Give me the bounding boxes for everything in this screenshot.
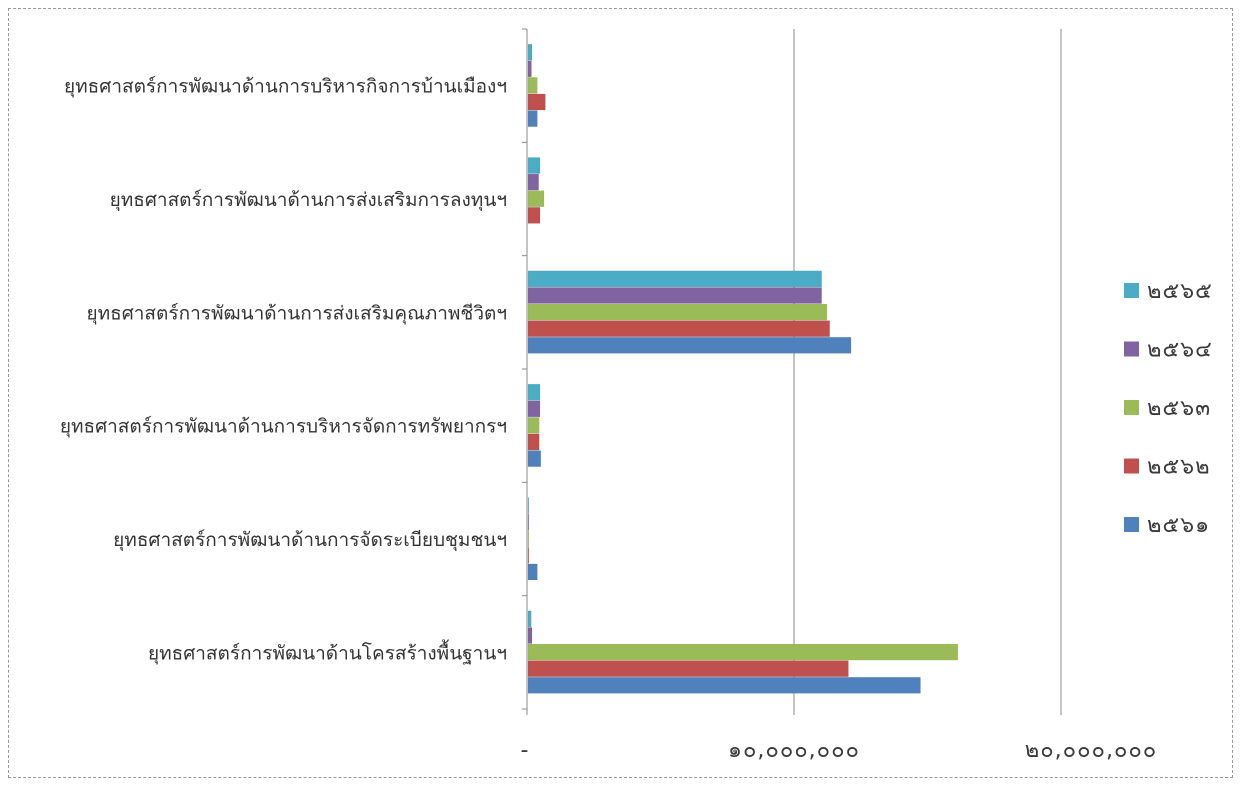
legend-swatch <box>1124 341 1139 357</box>
bar <box>527 610 532 628</box>
legend-label: ๒๕๖๓ <box>1147 396 1211 421</box>
bar <box>527 643 959 661</box>
bar <box>527 110 538 127</box>
legend-label: ๒๕๖๔ <box>1147 338 1213 363</box>
bar-chart: ยุทธศาสตร์การพัฒนาด้านการบริหารกิจการบ้า… <box>60 28 1213 763</box>
tick-label: ๒๐,๐๐๐,๐๐๐ <box>1025 738 1157 763</box>
bar <box>527 497 530 514</box>
bar <box>527 417 540 434</box>
bar <box>527 270 822 288</box>
category-label: ยุทธศาสตร์การพัฒนาด้านการจัดระเบียบชุมชน… <box>113 529 507 552</box>
bar <box>527 530 530 548</box>
legend-label: ๒๕๖๑ <box>1147 513 1210 538</box>
legend-label: ๒๕๖๒ <box>1147 455 1211 480</box>
chart-frame: ยุทธศาสตร์การพัฒนาด้านการบริหารกิจการบ้า… <box>8 8 1233 778</box>
category-label: ยุทธศาสตร์การพัฒนาด้านโครสร้างพื้นฐานฯ <box>148 639 507 665</box>
legend-swatch <box>1124 458 1139 474</box>
bar <box>527 563 538 581</box>
bar <box>527 77 538 94</box>
tick-label: ๑๐,๐๐๐,๐๐๐ <box>728 738 860 763</box>
category-label: ยุทธศาสตร์การพัฒนาด้านการบริหารกิจการบ้า… <box>64 76 507 99</box>
bar <box>527 43 533 61</box>
bar <box>527 513 530 531</box>
bar <box>527 60 532 78</box>
category-label: ยุทธศาสตร์การพัฒนาด้านการบริหารจัดการทรั… <box>60 416 507 439</box>
bar <box>527 320 830 337</box>
category-label: ยุทธศาสตร์การพัฒนาด้านการส่งเสริมการลงทุ… <box>110 189 507 212</box>
bar <box>527 400 541 418</box>
bar <box>527 173 539 191</box>
bar <box>527 450 542 467</box>
legend-swatch <box>1124 400 1139 415</box>
bar <box>527 547 530 564</box>
bar <box>527 627 533 644</box>
bar <box>527 287 822 304</box>
category-label: ยุทธศาสตร์การพัฒนาด้านการส่งเสริมคุณภาพช… <box>86 302 507 325</box>
legend-label: ๒๕๖๕ <box>1147 279 1213 304</box>
legend-swatch <box>1124 283 1139 298</box>
bar <box>527 383 541 401</box>
bar <box>527 660 849 677</box>
legend-swatch <box>1124 517 1139 532</box>
tick-label: - <box>521 738 530 763</box>
bar <box>527 336 852 354</box>
bar <box>527 207 541 224</box>
bar <box>527 433 540 451</box>
bar <box>527 93 546 111</box>
bar <box>527 190 545 208</box>
bar <box>527 157 541 174</box>
bar <box>527 303 828 321</box>
bar <box>527 676 921 694</box>
